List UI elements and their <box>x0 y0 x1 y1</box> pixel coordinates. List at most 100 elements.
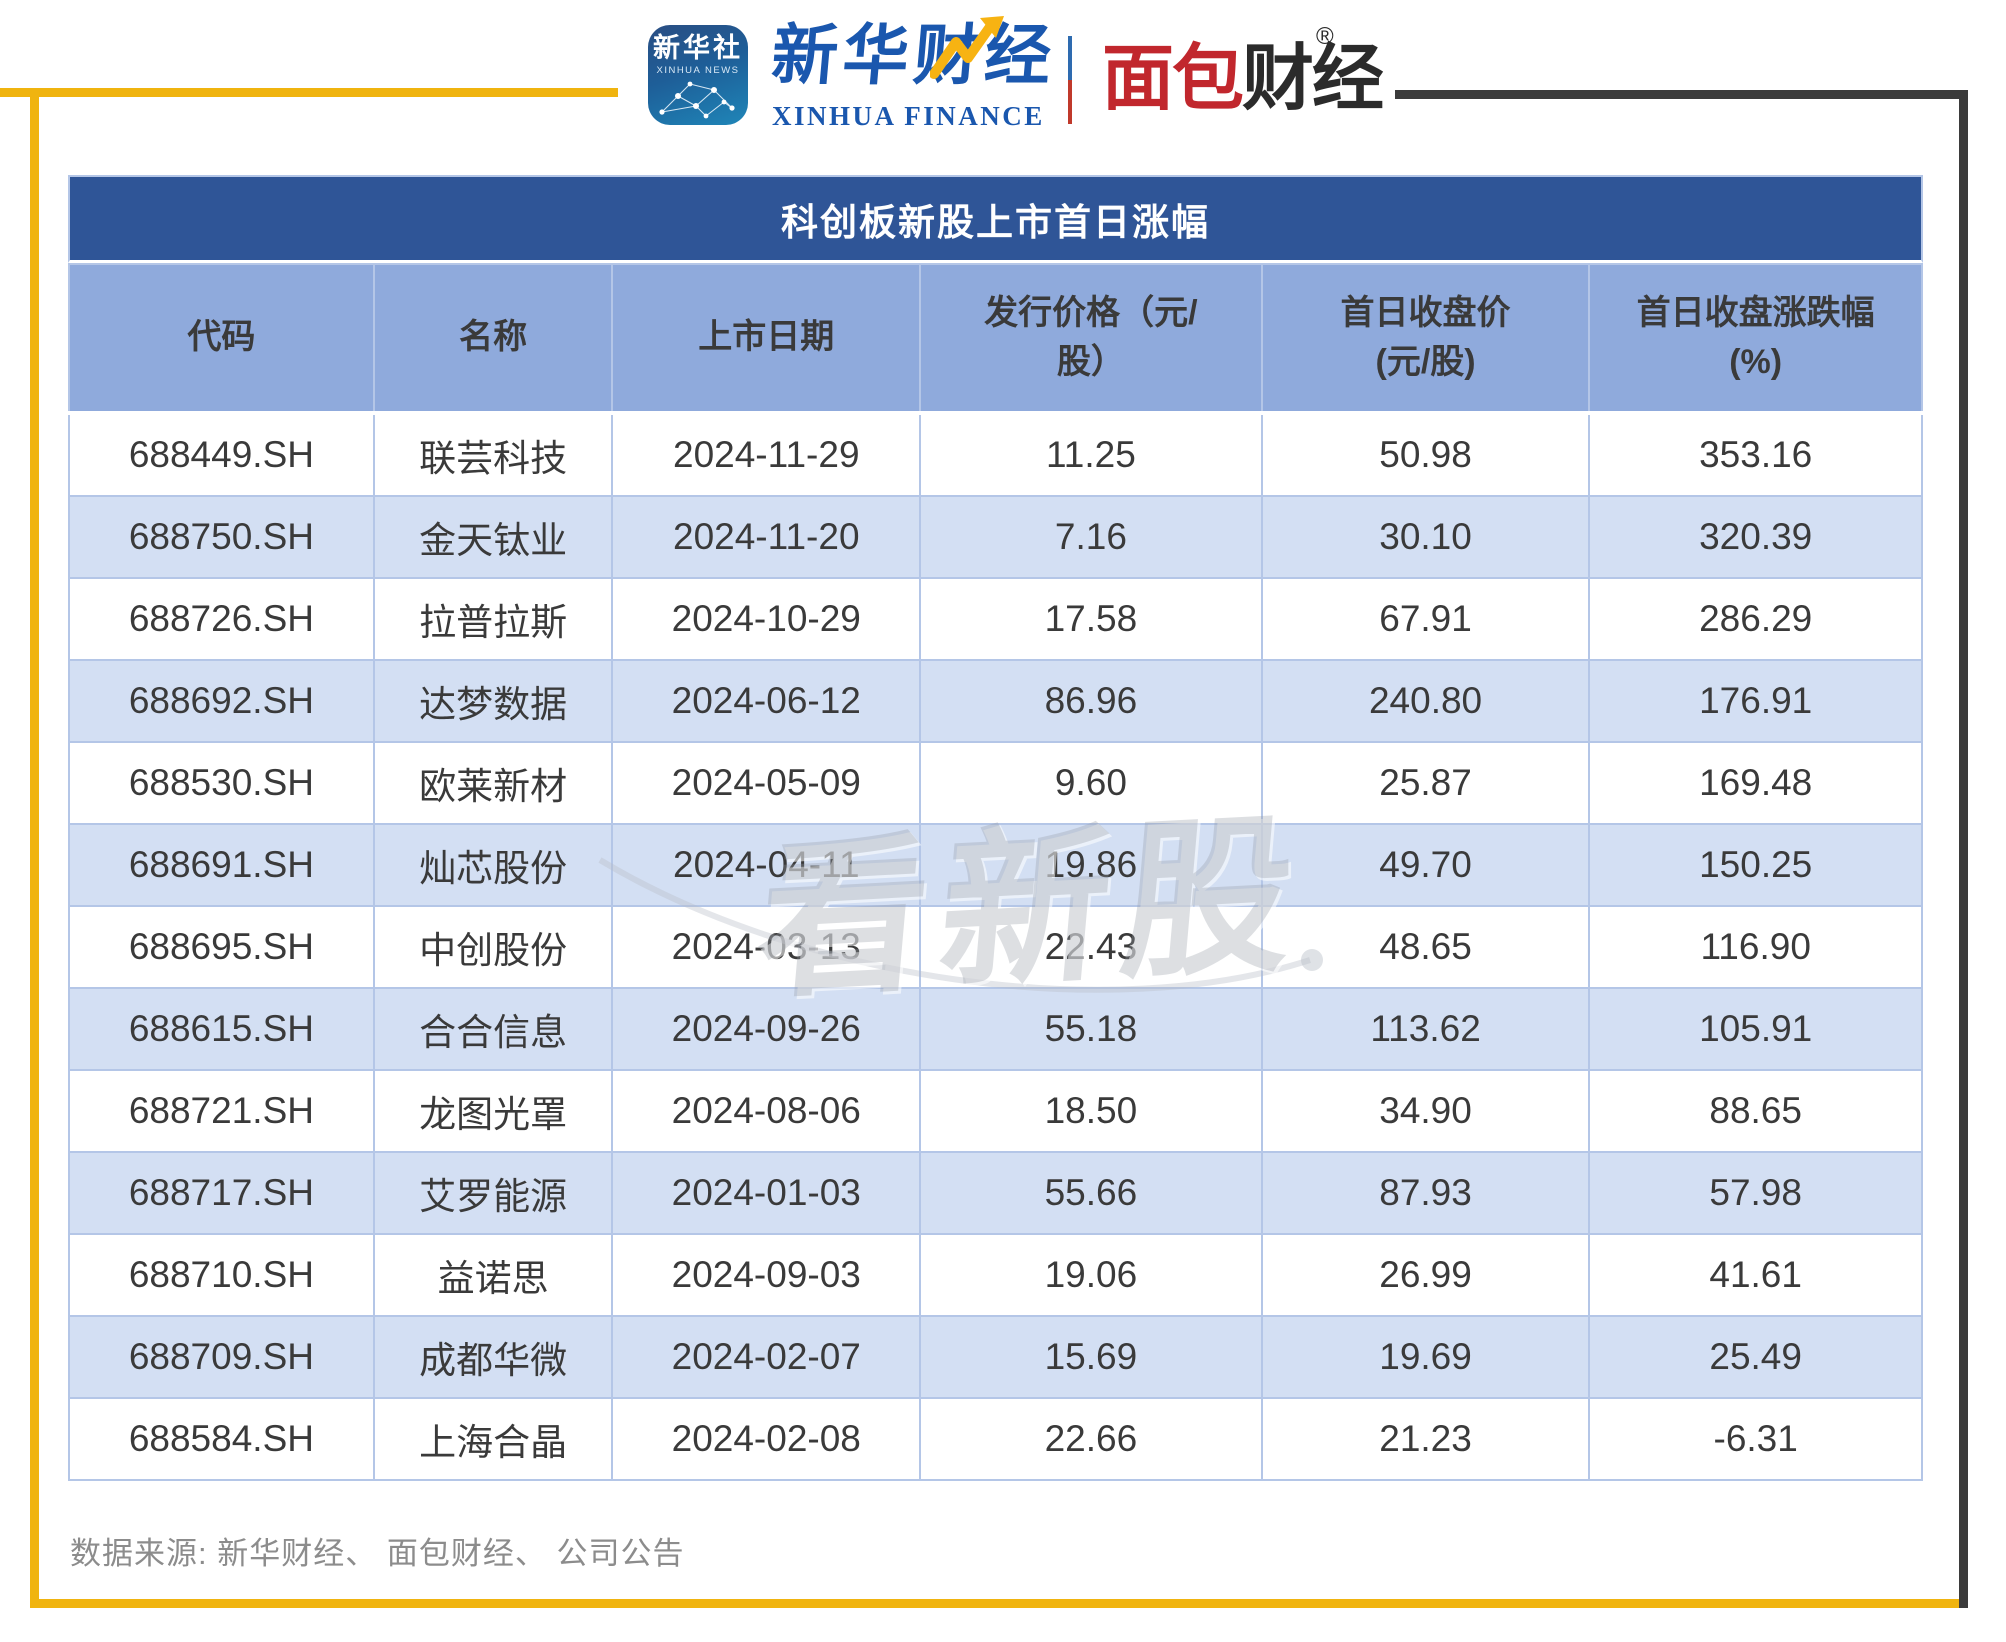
cell-code: 688721.SH <box>68 1069 375 1153</box>
cell-name: 上海合晶 <box>372 1397 614 1481</box>
cell-first-day-close: 34.90 <box>1260 1069 1591 1153</box>
cell-list-date: 2024-02-08 <box>611 1397 922 1481</box>
cell-name: 达梦数据 <box>372 659 614 743</box>
cell-issue-price: 22.66 <box>919 1397 1263 1481</box>
bread-finance-cn-red: 面包 <box>1102 39 1244 119</box>
table-row: 688721.SH 龙图光罩 2024-08-06 18.50 34.90 88… <box>68 1069 1923 1153</box>
cell-list-date: 2024-11-20 <box>611 495 922 579</box>
xinhua-news-app-icon: 新华社 XINHUA NEWS <box>648 25 748 125</box>
header-row: 代码 名称 上市日期 发行价格（元/股） 首日收盘价 (元/股) 首日收盘涨跌幅(… <box>68 263 1923 415</box>
cell-code: 688692.SH <box>68 659 375 743</box>
xinhua-news-app-sublabel: XINHUA NEWS <box>656 65 740 76</box>
cell-issue-price: 17.58 <box>919 577 1263 661</box>
col-header-first-day-change: 首日收盘涨跌幅 (%) <box>1588 263 1923 415</box>
accent-line-bottom <box>30 1599 1968 1608</box>
cell-first-day-close: 25.87 <box>1260 741 1591 825</box>
cell-issue-price: 22.43 <box>919 905 1263 989</box>
bread-finance-logo: 面包财经 ® <box>1102 23 1384 119</box>
cell-name: 灿芯股份 <box>372 823 614 907</box>
cell-issue-price: 86.96 <box>919 659 1263 743</box>
cell-name: 中创股份 <box>372 905 614 989</box>
cell-list-date: 2024-05-09 <box>611 741 922 825</box>
cell-first-day-change: 105.91 <box>1588 987 1923 1071</box>
col-header-issue-price: 发行价格（元/股） <box>919 263 1263 415</box>
cell-code: 688695.SH <box>68 905 375 989</box>
cell-code: 688530.SH <box>68 741 375 825</box>
cell-first-day-close: 21.23 <box>1260 1397 1591 1481</box>
cell-code: 688726.SH <box>68 577 375 661</box>
cell-first-day-change: 353.16 <box>1588 412 1923 497</box>
cell-list-date: 2024-02-07 <box>611 1315 922 1399</box>
cell-first-day-change: 286.29 <box>1588 577 1923 661</box>
cell-first-day-change: 320.39 <box>1588 495 1923 579</box>
cell-first-day-change: 169.48 <box>1588 741 1923 825</box>
accent-line-left <box>30 88 39 1608</box>
constellation-icon <box>659 81 735 118</box>
cell-name: 龙图光罩 <box>372 1069 614 1153</box>
table-row: 688710.SH 益诺思 2024-09-03 19.06 26.99 41.… <box>68 1233 1923 1317</box>
cell-code: 688691.SH <box>68 823 375 907</box>
cell-name: 益诺思 <box>372 1233 614 1317</box>
xinhua-finance-en: XINHUA FINANCE <box>772 100 1045 131</box>
cell-code: 688584.SH <box>68 1397 375 1481</box>
cell-first-day-change: 150.25 <box>1588 823 1923 907</box>
cell-issue-price: 11.25 <box>919 412 1263 497</box>
col-header-first-day-close: 首日收盘价 (元/股) <box>1260 263 1591 415</box>
table-row: 688530.SH 欧莱新材 2024-05-09 9.60 25.87 169… <box>68 741 1923 825</box>
table-row: 688691.SH 灿芯股份 2024-04-11 19.86 49.70 15… <box>68 823 1923 907</box>
table-row: 688449.SH 联芸科技 2024-11-29 11.25 50.98 35… <box>68 412 1923 497</box>
xinhua-finance-logo: 新华财经 XINHUA FINANCE <box>769 14 1072 132</box>
ipo-table: 科创板新股上市首日涨幅 代码 名称 上市日期 发行价格（元/股） 首日收盘价 (元… <box>68 175 1923 1481</box>
cell-first-day-close: 87.93 <box>1260 1151 1591 1235</box>
cell-issue-price: 15.69 <box>919 1315 1263 1399</box>
cell-issue-price: 18.50 <box>919 1069 1263 1153</box>
cell-name: 艾罗能源 <box>372 1151 614 1235</box>
ipo-data-grid: 代码 名称 上市日期 发行价格（元/股） 首日收盘价 (元/股) 首日收盘涨跌幅(… <box>68 263 1923 1481</box>
cell-first-day-close: 26.99 <box>1260 1233 1591 1317</box>
cell-issue-price: 55.66 <box>919 1151 1263 1235</box>
bread-finance-cn-dark: 财经 <box>1242 39 1384 119</box>
cell-issue-price: 19.86 <box>919 823 1263 907</box>
table-row: 688695.SH 中创股份 2024-03-13 22.43 48.65 11… <box>68 905 1923 989</box>
cell-list-date: 2024-11-29 <box>611 412 922 497</box>
col-header-name: 名称 <box>372 263 614 415</box>
cell-first-day-close: 113.62 <box>1260 987 1591 1071</box>
cell-issue-price: 7.16 <box>919 495 1263 579</box>
cell-first-day-close: 30.10 <box>1260 495 1591 579</box>
cell-first-day-change: 41.61 <box>1588 1233 1923 1317</box>
cell-issue-price: 55.18 <box>919 987 1263 1071</box>
cell-first-day-change: 25.49 <box>1588 1315 1923 1399</box>
cell-code: 688750.SH <box>68 495 375 579</box>
cell-first-day-close: 240.80 <box>1260 659 1591 743</box>
cell-code: 688449.SH <box>68 412 375 497</box>
cell-list-date: 2024-09-26 <box>611 987 922 1071</box>
cell-name: 拉普拉斯 <box>372 577 614 661</box>
cell-code: 688717.SH <box>68 1151 375 1235</box>
cell-first-day-close: 19.69 <box>1260 1315 1591 1399</box>
cell-list-date: 2024-04-11 <box>611 823 922 907</box>
accent-line-top-left <box>0 88 618 97</box>
cell-code: 688709.SH <box>68 1315 375 1399</box>
cell-list-date: 2024-03-13 <box>611 905 922 989</box>
table-row: 688750.SH 金天钛业 2024-11-20 7.16 30.10 320… <box>68 495 1923 579</box>
cell-first-day-change: -6.31 <box>1588 1397 1923 1481</box>
table-row: 688692.SH 达梦数据 2024-06-12 86.96 240.80 1… <box>68 659 1923 743</box>
col-header-list-date: 上市日期 <box>611 263 922 415</box>
cell-first-day-change: 176.91 <box>1588 659 1923 743</box>
cell-first-day-close: 48.65 <box>1260 905 1591 989</box>
xinhua-finance-cn: 新华财经 <box>768 18 1060 92</box>
cell-name: 欧莱新材 <box>372 741 614 825</box>
cell-first-day-change: 88.65 <box>1588 1069 1923 1153</box>
cell-first-day-close: 49.70 <box>1260 823 1591 907</box>
cell-first-day-change: 116.90 <box>1588 905 1923 989</box>
cell-issue-price: 9.60 <box>919 741 1263 825</box>
col-header-code: 代码 <box>68 263 375 415</box>
cell-list-date: 2024-01-03 <box>611 1151 922 1235</box>
registered-trademark-icon: ® <box>1316 23 1334 50</box>
table-row: 688709.SH 成都华微 2024-02-07 15.69 19.69 25… <box>68 1315 1923 1399</box>
logo-divider <box>1068 36 1072 124</box>
cell-code: 688710.SH <box>68 1233 375 1317</box>
xinhua-news-app-label: 新华社 <box>653 33 743 63</box>
cell-list-date: 2024-09-03 <box>611 1233 922 1317</box>
